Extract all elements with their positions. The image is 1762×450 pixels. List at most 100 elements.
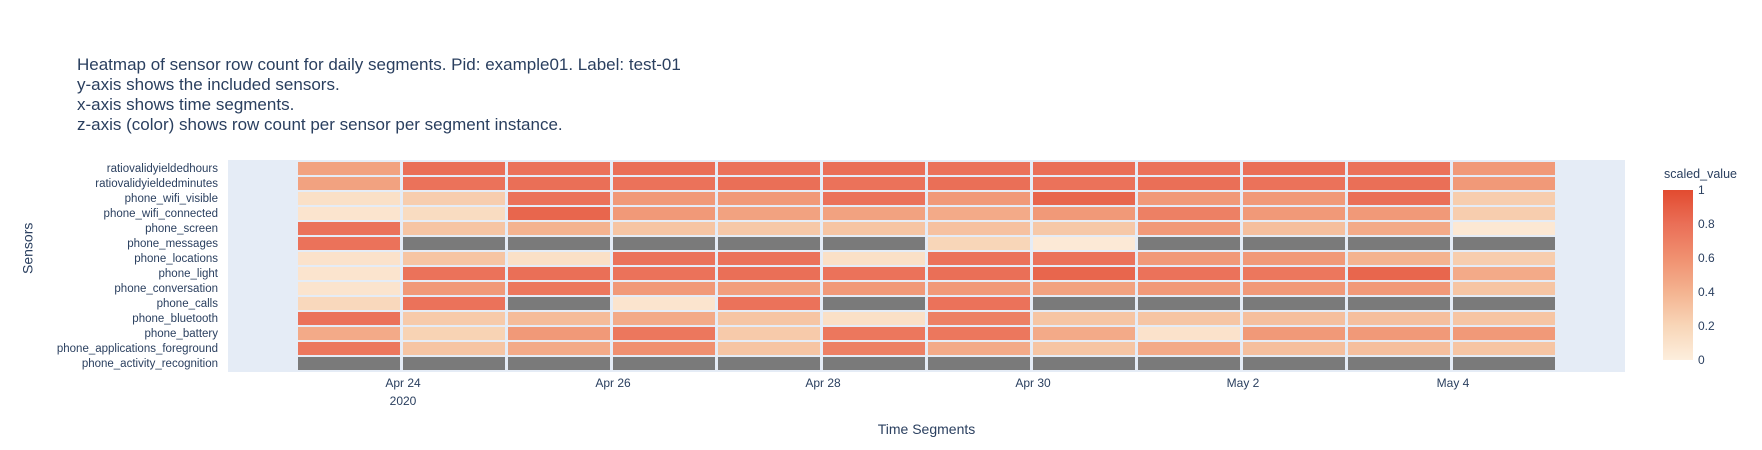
heatmap-cell[interactable]: [298, 357, 400, 370]
heatmap-cell[interactable]: [1348, 252, 1450, 265]
heatmap-cell[interactable]: [1348, 297, 1450, 310]
heatmap-cell[interactable]: [613, 327, 715, 340]
heatmap-cell[interactable]: [403, 222, 505, 235]
heatmap-cell[interactable]: [1138, 162, 1240, 175]
heatmap-cell[interactable]: [1243, 357, 1345, 370]
heatmap-cell[interactable]: [403, 282, 505, 295]
heatmap-cell[interactable]: [613, 312, 715, 325]
heatmap-cell[interactable]: [403, 207, 505, 220]
heatmap-cell[interactable]: [298, 252, 400, 265]
heatmap-cell[interactable]: [1243, 192, 1345, 205]
heatmap-cell[interactable]: [298, 222, 400, 235]
heatmap-cell[interactable]: [298, 192, 400, 205]
heatmap-cell[interactable]: [613, 252, 715, 265]
heatmap-cell[interactable]: [1033, 297, 1135, 310]
heatmap-cell[interactable]: [508, 177, 610, 190]
heatmap-cell[interactable]: [928, 312, 1030, 325]
heatmap-cell[interactable]: [613, 267, 715, 280]
heatmap-cell[interactable]: [1243, 237, 1345, 250]
heatmap-cell[interactable]: [613, 357, 715, 370]
heatmap-cell[interactable]: [1033, 192, 1135, 205]
heatmap-cell[interactable]: [928, 207, 1030, 220]
heatmap-cell[interactable]: [1138, 297, 1240, 310]
heatmap-cell[interactable]: [928, 297, 1030, 310]
heatmap-cell[interactable]: [298, 282, 400, 295]
heatmap-cell[interactable]: [403, 342, 505, 355]
heatmap-cell[interactable]: [928, 222, 1030, 235]
heatmap-cell[interactable]: [508, 327, 610, 340]
heatmap-cell[interactable]: [718, 357, 820, 370]
heatmap-cell[interactable]: [1453, 342, 1555, 355]
heatmap-cell[interactable]: [1243, 297, 1345, 310]
heatmap-cell[interactable]: [613, 282, 715, 295]
heatmap-cell[interactable]: [1138, 357, 1240, 370]
heatmap-cell[interactable]: [718, 282, 820, 295]
heatmap-cell[interactable]: [718, 222, 820, 235]
heatmap-cell[interactable]: [1243, 327, 1345, 340]
heatmap-cell[interactable]: [1138, 252, 1240, 265]
heatmap-cell[interactable]: [1138, 267, 1240, 280]
heatmap-cell[interactable]: [718, 327, 820, 340]
heatmap-cell[interactable]: [823, 177, 925, 190]
heatmap-cell[interactable]: [403, 192, 505, 205]
heatmap-cell[interactable]: [1243, 312, 1345, 325]
heatmap-cell[interactable]: [823, 267, 925, 280]
heatmap-cell[interactable]: [403, 357, 505, 370]
heatmap-cell[interactable]: [1033, 222, 1135, 235]
heatmap-cell[interactable]: [1453, 192, 1555, 205]
heatmap-cell[interactable]: [298, 312, 400, 325]
heatmap-cell[interactable]: [1453, 252, 1555, 265]
heatmap-cell[interactable]: [298, 327, 400, 340]
heatmap-cell[interactable]: [1138, 342, 1240, 355]
heatmap-cell[interactable]: [1453, 177, 1555, 190]
heatmap-cell[interactable]: [1348, 162, 1450, 175]
heatmap-cell[interactable]: [823, 297, 925, 310]
heatmap-cell[interactable]: [1138, 207, 1240, 220]
heatmap-cell[interactable]: [508, 267, 610, 280]
heatmap-cell[interactable]: [823, 162, 925, 175]
heatmap-cell[interactable]: [403, 237, 505, 250]
heatmap-cell[interactable]: [823, 342, 925, 355]
heatmap-cell[interactable]: [613, 237, 715, 250]
heatmap-cell[interactable]: [1243, 267, 1345, 280]
heatmap-cell[interactable]: [1033, 312, 1135, 325]
heatmap-cell[interactable]: [1453, 237, 1555, 250]
heatmap-cell[interactable]: [508, 222, 610, 235]
heatmap-cell[interactable]: [298, 177, 400, 190]
heatmap-cell[interactable]: [1033, 177, 1135, 190]
heatmap-cell[interactable]: [403, 267, 505, 280]
heatmap-cell[interactable]: [1033, 237, 1135, 250]
heatmap-cell[interactable]: [508, 282, 610, 295]
heatmap-cell[interactable]: [403, 312, 505, 325]
heatmap-cell[interactable]: [613, 222, 715, 235]
heatmap-cell[interactable]: [718, 312, 820, 325]
heatmap-cell[interactable]: [823, 192, 925, 205]
heatmap-cell[interactable]: [1138, 192, 1240, 205]
heatmap-cell[interactable]: [613, 207, 715, 220]
heatmap-cell[interactable]: [1453, 297, 1555, 310]
heatmap-cell[interactable]: [1348, 177, 1450, 190]
heatmap-cell[interactable]: [1243, 162, 1345, 175]
heatmap-cell[interactable]: [298, 162, 400, 175]
heatmap-cell[interactable]: [1138, 177, 1240, 190]
heatmap-cell[interactable]: [823, 357, 925, 370]
heatmap-cell[interactable]: [1453, 207, 1555, 220]
heatmap-cell[interactable]: [1033, 162, 1135, 175]
heatmap-cell[interactable]: [823, 282, 925, 295]
heatmap-cell[interactable]: [1453, 327, 1555, 340]
heatmap-cell[interactable]: [1453, 282, 1555, 295]
heatmap-cell[interactable]: [1348, 237, 1450, 250]
heatmap-cell[interactable]: [1138, 222, 1240, 235]
heatmap-cell[interactable]: [1033, 357, 1135, 370]
heatmap-cell[interactable]: [1243, 222, 1345, 235]
heatmap-cell[interactable]: [1138, 282, 1240, 295]
heatmap-cell[interactable]: [1243, 177, 1345, 190]
heatmap-cell[interactable]: [718, 267, 820, 280]
heatmap-cell[interactable]: [1138, 327, 1240, 340]
heatmap-cell[interactable]: [1033, 267, 1135, 280]
heatmap-cell[interactable]: [928, 327, 1030, 340]
heatmap-cell[interactable]: [1243, 282, 1345, 295]
heatmap-cell[interactable]: [718, 207, 820, 220]
heatmap-cell[interactable]: [1348, 222, 1450, 235]
heatmap-cell[interactable]: [823, 237, 925, 250]
